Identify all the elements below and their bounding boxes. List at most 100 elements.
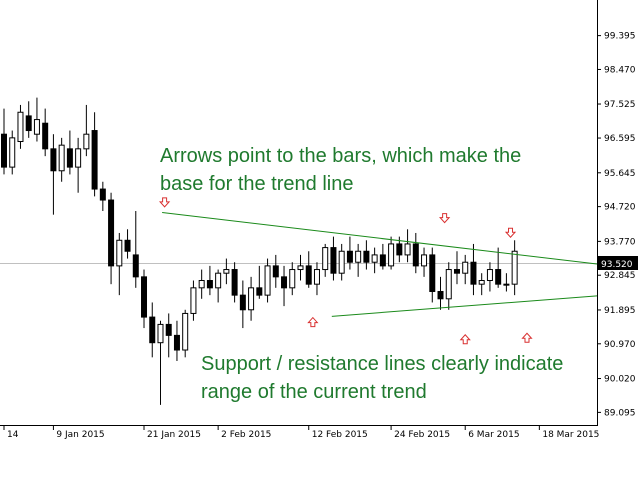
candle-body <box>421 254 428 267</box>
candle <box>58 137 65 182</box>
candle-body <box>9 137 16 168</box>
y-tick-label: 98.470 <box>604 65 636 75</box>
candle-body <box>206 280 213 289</box>
candle <box>215 269 222 303</box>
candle-body <box>198 280 205 289</box>
candle-body <box>91 130 98 190</box>
candle-body <box>17 111 24 143</box>
candle <box>198 269 205 299</box>
candle <box>141 269 148 329</box>
candle <box>149 302 156 358</box>
candle <box>289 262 296 296</box>
candle-body <box>437 290 444 300</box>
candle <box>33 97 40 142</box>
candle <box>248 276 255 321</box>
candle-body <box>157 323 164 344</box>
candle <box>165 313 172 358</box>
candle <box>91 112 98 197</box>
candle-body <box>66 148 73 168</box>
candle <box>124 229 131 259</box>
candle <box>371 247 378 274</box>
candle <box>66 130 73 175</box>
candle <box>421 247 428 277</box>
candle-body <box>231 269 238 296</box>
candle-body <box>495 269 502 285</box>
candle-body <box>116 239 123 267</box>
candle <box>338 243 345 281</box>
candle-body <box>99 188 106 201</box>
trend-line <box>331 295 598 317</box>
candle <box>9 130 16 175</box>
candle-body <box>313 269 320 285</box>
candle-body <box>1 133 7 168</box>
candle-body <box>264 265 271 296</box>
candle-body <box>363 250 370 263</box>
candle-body <box>281 276 288 289</box>
candle <box>503 273 510 292</box>
y-tick-label: 90.970 <box>604 340 636 350</box>
arrow-down-icon <box>439 213 451 224</box>
candle-body <box>50 148 57 172</box>
candle-body <box>42 122 49 150</box>
candle-body <box>289 269 296 289</box>
candle <box>206 265 213 296</box>
candle-body <box>165 323 172 336</box>
candle-body <box>223 269 230 274</box>
candle-body <box>108 199 115 267</box>
candle <box>281 265 288 307</box>
candle-body <box>470 261 477 285</box>
x-tick-label: 24 Feb 2015 <box>394 430 450 440</box>
candle-body <box>305 265 312 285</box>
candle-body <box>25 115 32 132</box>
candle-body <box>149 316 156 344</box>
candle <box>231 262 238 303</box>
candle <box>363 240 370 270</box>
candle-body <box>256 287 263 296</box>
candle-body <box>346 250 353 263</box>
candle-body <box>58 144 65 172</box>
x-axis: 14 9 Jan 2015 21 Jan 2015 2 Feb 2015 12 Feb … <box>3 425 599 440</box>
candle <box>190 280 197 321</box>
candle <box>83 104 90 157</box>
candle-body <box>248 287 255 311</box>
candles-layer <box>1 97 518 405</box>
annotation-line-1: Arrows point to the bars, which make the <box>160 145 521 167</box>
candle <box>50 134 57 215</box>
candle-body <box>182 312 189 351</box>
candle <box>486 262 493 292</box>
candle <box>99 181 106 212</box>
current-price-label: 93.520 <box>598 256 638 270</box>
trend-lines-layer <box>162 211 598 317</box>
arrow-up-icon <box>307 316 319 328</box>
candle-body <box>83 133 90 150</box>
candle-body <box>239 294 246 311</box>
x-tick-label: 9 Jan 2015 <box>56 430 104 440</box>
y-tick-label: 91.895 <box>604 306 636 316</box>
x-tick-label: 21 Jan 2015 <box>147 430 201 440</box>
candle <box>182 309 189 358</box>
candle <box>462 254 469 285</box>
candle <box>264 258 271 303</box>
candle <box>445 262 452 310</box>
candle-body <box>124 239 131 252</box>
candle <box>116 232 123 296</box>
y-axis: 99.395 98.470 97.525 96.595 95.645 94.720 93.7… <box>597 32 636 418</box>
y-tick-label: 93.770 <box>604 237 636 247</box>
candle <box>511 240 518 296</box>
candle <box>388 236 395 270</box>
y-tick-label: 95.645 <box>604 169 636 179</box>
current-price-box <box>598 256 638 270</box>
trend-line <box>162 211 598 265</box>
candle <box>478 273 485 296</box>
candle-body <box>412 243 419 267</box>
candle-body <box>445 269 452 300</box>
candle <box>379 243 386 270</box>
candle-body <box>215 272 222 289</box>
candle-body <box>371 254 378 263</box>
arrows-layer <box>158 197 533 345</box>
candle <box>495 247 502 288</box>
candle-body <box>511 250 518 285</box>
candle <box>256 265 263 299</box>
candle <box>272 254 279 288</box>
candle-body <box>462 261 469 274</box>
